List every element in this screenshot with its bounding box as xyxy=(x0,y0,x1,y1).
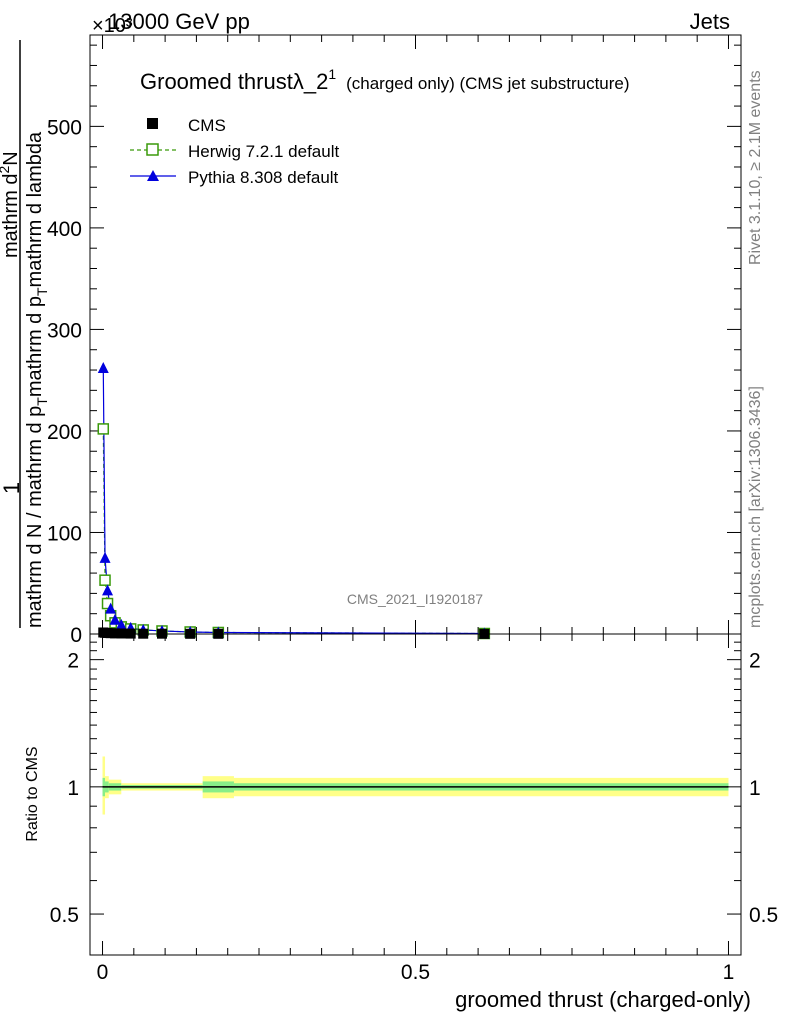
main-y-axis-label: 1 mathrm d N / mathrm d pTmathrm d pTmat… xyxy=(0,40,50,628)
ratio-y-axis-label: Ratio to CMS xyxy=(24,746,41,841)
rivet-label: Rivet 3.1.10, ≥ 2.1M events xyxy=(747,70,764,265)
main-y-tick-label: 300 xyxy=(47,319,82,342)
analysis-watermark: CMS_2021_I1920187 xyxy=(347,591,483,607)
herwig-point xyxy=(97,423,110,435)
cms-point xyxy=(110,628,121,639)
x-tick-label: 1 xyxy=(723,961,735,984)
ratio-axis-ticks xyxy=(90,634,741,955)
pythia-point xyxy=(97,362,109,374)
pythia-point xyxy=(105,602,117,614)
herwig-point xyxy=(101,597,114,610)
main-y-tick-label: 100 xyxy=(47,522,82,545)
main-y-tick-label: 200 xyxy=(47,421,82,444)
mcplots-label: mcplots.cern.ch [arXiv:1306.3436] xyxy=(747,386,764,628)
ylabel-denominator: mathrm d N / mathrm d pTmathrm d pTmathr… xyxy=(24,131,50,628)
pythia-point xyxy=(115,618,127,630)
pythia-point xyxy=(102,584,114,596)
legend: CMS Herwig 7.2.1 default Pythia 8.308 de… xyxy=(130,116,339,187)
cms-point xyxy=(116,628,127,639)
ratio-y-tick-label: 2 xyxy=(67,650,79,673)
ylabel-top-numerator: mathrm d2N xyxy=(0,151,22,258)
ratio-y-tick-label-right: 1 xyxy=(749,777,761,800)
x-axis-label: groomed thrust (charged-only) xyxy=(455,987,751,1012)
ratio-y-tick-label-right: 2 xyxy=(749,650,761,673)
main-y-tick-label: 500 xyxy=(47,116,82,139)
legend-herwig-label: Herwig 7.2.1 default xyxy=(188,142,339,161)
ratio-bands-layer xyxy=(102,756,729,815)
legend-pythia-label: Pythia 8.308 default xyxy=(188,168,339,187)
exponent-label: ×10³ xyxy=(92,15,133,37)
ratio-y-tick-labels: 0.5 0.5 1 1 2 2 xyxy=(50,650,778,927)
herwig-point xyxy=(99,574,111,586)
pythia-point xyxy=(109,613,121,625)
main-axis-ticks xyxy=(90,35,741,635)
legend-pythia-marker xyxy=(147,170,159,181)
legend-cms-label: CMS xyxy=(188,116,226,135)
x-tick-label: 0.5 xyxy=(401,961,430,984)
pythia-point xyxy=(99,551,111,563)
ratio-y-tick-label: 1 xyxy=(67,777,79,800)
plot-title: Groomed thrustλ_21 (charged only) (CMS je… xyxy=(140,66,630,94)
energy-label: 13000 GeV pp xyxy=(108,9,250,34)
ratio-x-tick-labels: 0 0.5 1 xyxy=(97,961,735,984)
ylabel-numerator: 1 xyxy=(0,482,24,494)
main-y-tick-labels: 0 100 200 300 400 500 xyxy=(47,116,82,647)
legend-herwig-marker xyxy=(146,143,159,156)
category-label: Jets xyxy=(690,9,730,34)
main-y-tick-label: 400 xyxy=(47,218,82,241)
legend-cms-marker xyxy=(147,118,158,129)
x-tick-label: 0 xyxy=(97,961,109,984)
ratio-y-tick-label-right: 0.5 xyxy=(749,904,778,927)
main-y-tick-label: 0 xyxy=(70,624,82,647)
ratio-y-tick-label: 0.5 xyxy=(50,904,79,927)
